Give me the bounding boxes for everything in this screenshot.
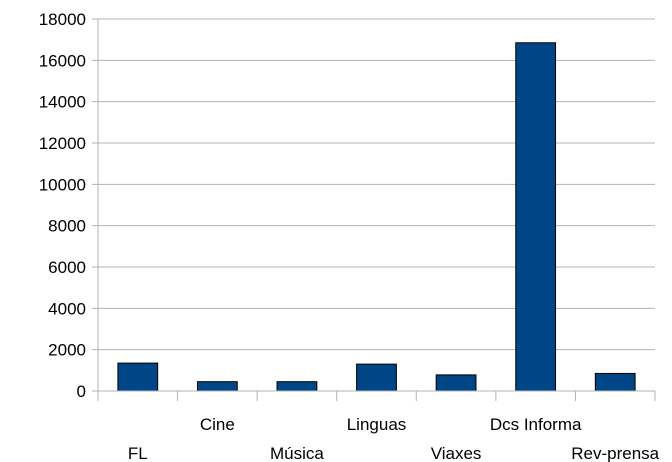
bar [594, 372, 636, 392]
bar [117, 362, 159, 392]
bar [276, 381, 318, 392]
y-tick-label: 14000 [39, 93, 86, 112]
y-tick-label: 8000 [48, 217, 86, 236]
bar [515, 42, 557, 392]
y-axis-tick-labels: 0 2000 4000 6000 8000 10000 12000 14000 16000 180… [39, 10, 86, 401]
x-category-label: Viaxes [431, 444, 482, 462]
x-category-label: Música [270, 444, 324, 462]
axes [92, 19, 656, 401]
y-tick-label: 2000 [48, 341, 86, 360]
x-category-label: Dcs Informa [490, 415, 582, 434]
bar [435, 374, 477, 392]
x-category-label: Linguas [347, 415, 407, 434]
bar [196, 381, 238, 392]
bars [117, 42, 636, 392]
bar [356, 363, 397, 392]
y-tick-label: 6000 [48, 258, 86, 277]
x-category-label: Rev-prensa [571, 444, 659, 462]
y-tick-label: 16000 [39, 51, 86, 70]
y-tick-label: 0 [77, 382, 86, 401]
gridlines [92, 18, 655, 392]
x-axis-category-labels: FL Cine Música Linguas Viaxes Dcs Informa Rev-… [128, 415, 660, 462]
y-tick-label: 12000 [39, 134, 86, 153]
y-tick-label: 4000 [48, 299, 86, 318]
x-category-label: FL [128, 444, 148, 462]
y-tick-label: 10000 [39, 175, 86, 194]
y-tick-label: 18000 [39, 10, 86, 29]
x-category-label: Cine [200, 415, 235, 434]
